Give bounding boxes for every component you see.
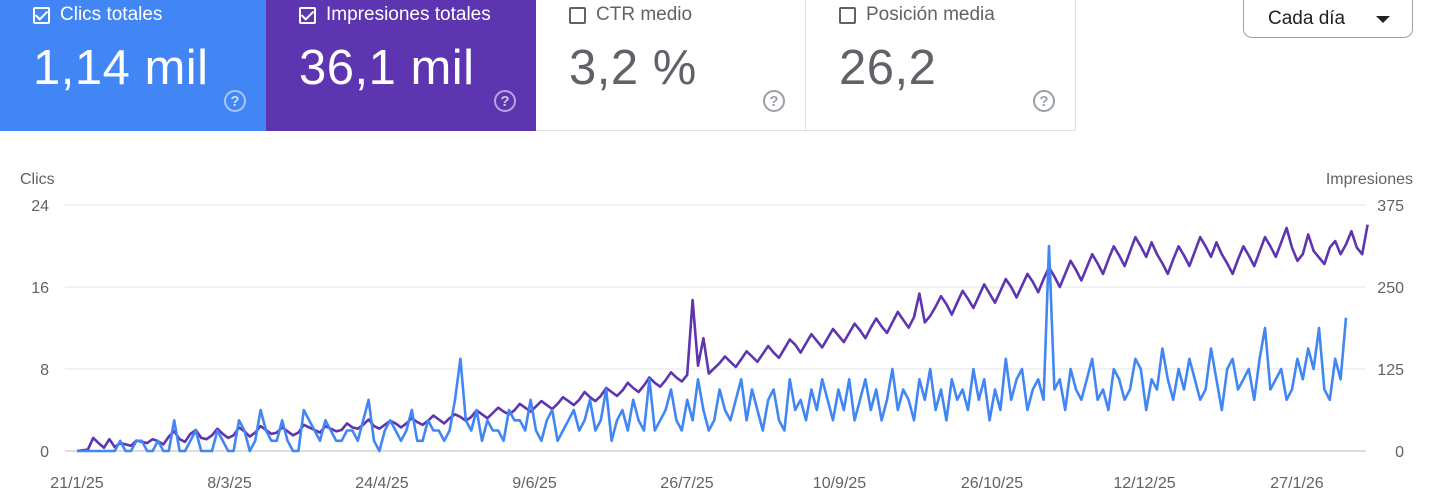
help-icon[interactable]: ? [1033,90,1055,112]
performance-chart: Clics Impresiones 0 8 16 24 0 125 250 375 21/1/25 8… [20,171,1413,492]
clicks-checkbox[interactable] [33,6,50,24]
y-right-tick-label: 375 [1377,198,1404,215]
metric-card-impressions[interactable]: Impresiones totales 36,1 mil ? [266,0,536,131]
metric-card-position[interactable]: Posición media 26,2 ? [806,0,1076,131]
x-tick-label: 26/7/25 [660,475,713,492]
position-header: Posición media [839,4,995,26]
help-icon[interactable]: ? [763,90,785,112]
position-label: Posición media [866,4,995,25]
granularity-dropdown[interactable]: Cada día [1243,0,1413,38]
x-tick-label: 12/12/25 [1113,475,1175,492]
y-left-tick-label: 24 [31,198,49,215]
x-tick-label: 26/10/25 [961,475,1023,492]
x-tick-label: 24/4/25 [355,475,408,492]
y-right-tick-label: 0 [1395,444,1404,461]
help-icon[interactable]: ? [224,90,246,112]
impressions-series-line [76,224,1369,453]
clicks-label: Clics totales [60,4,163,25]
ctr-checkbox[interactable] [569,6,586,24]
x-tick-label: 27/1/26 [1270,475,1323,492]
ctr-header: CTR medio [569,4,692,26]
help-icon[interactable]: ? [494,90,516,112]
y-left-tick-label: 16 [31,280,49,297]
impressions-value: 36,1 mil [299,41,475,95]
x-tick-label: 9/6/25 [512,475,557,492]
ctr-value: 3,2 % [569,41,697,95]
y-left-tick-label: 0 [40,444,49,461]
ctr-label: CTR medio [596,4,693,25]
y-left-tick-label: 8 [40,362,49,379]
impressions-label: Impresiones totales [326,4,491,25]
clicks-value: 1,14 mil [33,41,209,95]
y-right-tick-label: 125 [1377,362,1404,379]
granularity-value: Cada día [1268,7,1346,29]
position-value: 26,2 [839,41,937,95]
x-tick-label: 10/9/25 [813,475,866,492]
position-checkbox[interactable] [839,6,856,24]
clicks-header: Clics totales [33,4,162,26]
clicks-series-line [77,244,1348,453]
y-axis-left-label: Clics [20,171,55,188]
impressions-checkbox[interactable] [299,6,316,24]
chevron-down-icon [1376,16,1390,23]
x-tick-label: 21/1/25 [50,475,103,492]
metric-card-clicks[interactable]: Clics totales 1,14 mil ? [0,0,266,131]
y-right-tick-label: 250 [1377,280,1404,297]
metric-card-ctr[interactable]: CTR medio 3,2 % ? [536,0,806,131]
y-axis-right-label: Impresiones [1326,171,1413,188]
impressions-header: Impresiones totales [299,4,491,26]
x-tick-label: 8/3/25 [207,475,252,492]
